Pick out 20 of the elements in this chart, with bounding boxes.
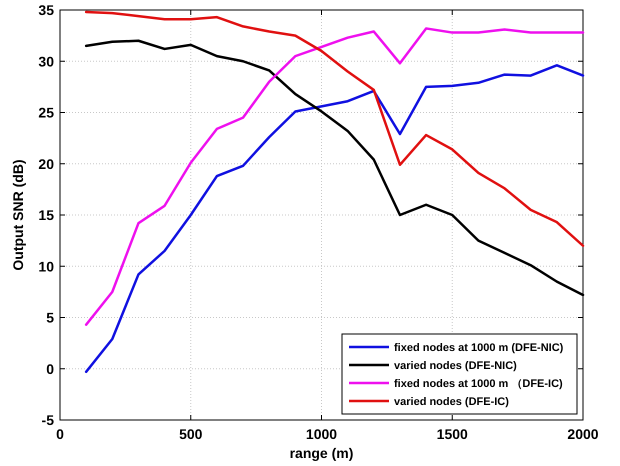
- x-tick-label: 1000: [306, 426, 338, 442]
- x-tick-label: 1500: [436, 426, 468, 442]
- y-tick-label: 10: [38, 258, 54, 274]
- y-tick-label: 30: [38, 53, 54, 70]
- y-tick-label: 0: [46, 360, 54, 377]
- y-axis-title: Output SNR (dB): [10, 159, 26, 271]
- y-tick-label: 20: [38, 156, 54, 172]
- x-axis-title: range (m): [290, 445, 354, 461]
- x-tick-label: 500: [179, 426, 203, 442]
- y-tick-label: 15: [38, 207, 54, 223]
- y-tick-label: 5: [46, 310, 54, 326]
- legend-label: fixed nodes at 1000 m （DFE-IC): [394, 378, 564, 390]
- legend-label: varied nodes (DFE-NIC): [394, 360, 518, 372]
- x-tick-label: 2000: [567, 426, 599, 442]
- legend-label: fixed nodes at 1000 m (DFE-NIC): [394, 342, 564, 354]
- y-tick-label: 25: [38, 104, 54, 120]
- legend-label: varied nodes (DFE-IC): [394, 396, 510, 408]
- y-tick-label: 35: [38, 2, 54, 18]
- y-tick-label: -5: [42, 412, 54, 428]
- x-tick-label: 0: [56, 426, 64, 442]
